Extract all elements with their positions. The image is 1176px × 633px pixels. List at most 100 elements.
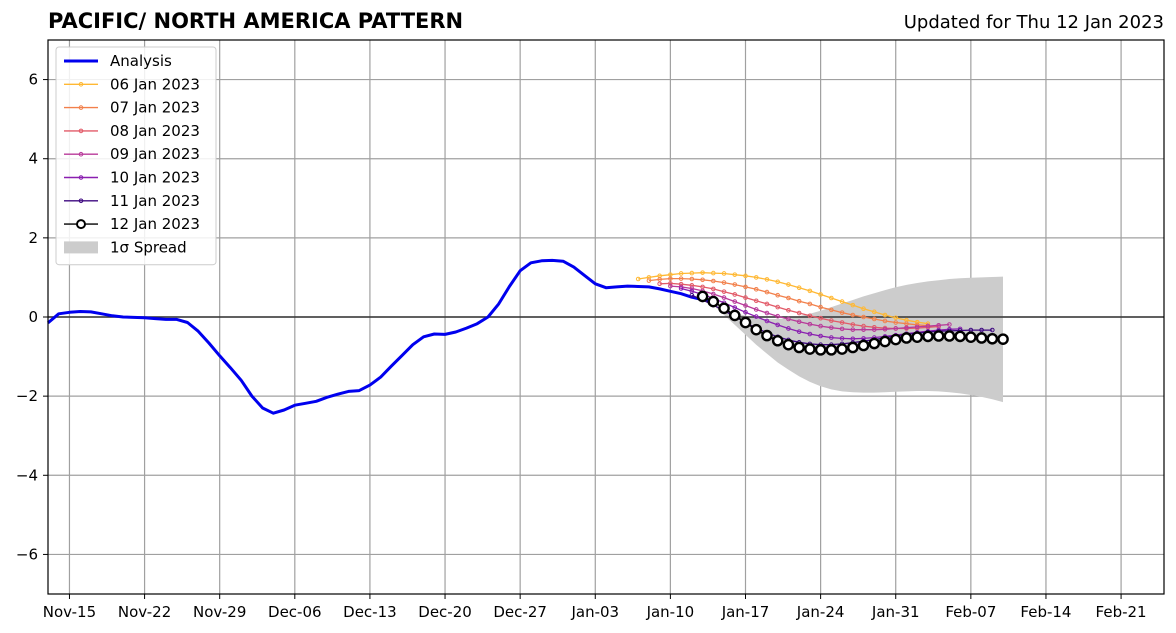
forecast-point (753, 314, 759, 319)
forecast-point (786, 295, 791, 301)
legend-item: 08 Jan 2023 (64, 122, 200, 140)
legend-label: 08 Jan 2023 (110, 122, 200, 140)
legend-marker (78, 175, 84, 180)
forecast-point (796, 298, 802, 304)
legend-item: 06 Jan 2023 (64, 75, 200, 93)
chart-title: PACIFIC/ NORTH AMERICA PATTERN (48, 9, 464, 33)
x-tick-label: Jan-31 (871, 603, 920, 621)
y-tick-label: 2 (28, 229, 38, 247)
forecast-point (750, 323, 763, 336)
legend: Analysis 06 Jan 2023 07 Jan 2023 08 Jan 202… (55, 46, 217, 266)
forecast-point (839, 326, 845, 332)
forecast-point (689, 292, 695, 298)
forecast-point (947, 322, 952, 327)
forecast-point (893, 326, 899, 331)
forecast-point (990, 327, 995, 333)
legend-item: 10 Jan 2023 (64, 169, 200, 187)
forecast-point (850, 312, 856, 318)
forecast-point (761, 329, 773, 342)
forecast-point (871, 309, 877, 315)
forecast-point (922, 330, 934, 343)
forecast-point (979, 327, 984, 333)
forecast-point (807, 331, 813, 337)
y-tick-label: −6 (16, 545, 38, 563)
x-tick-label: Nov-29 (193, 603, 246, 621)
updated-date: Updated for Thu 12 Jan 2023 (903, 12, 1164, 33)
legend-label: Analysis (110, 52, 172, 70)
forecast-point (807, 301, 813, 307)
forecast-point (696, 290, 709, 303)
legend-marker (78, 128, 84, 134)
forecast-point (743, 273, 748, 279)
forecast-point (786, 326, 791, 331)
forecast-point (743, 295, 748, 300)
legend-swatch (64, 241, 98, 254)
forecast-point (804, 343, 816, 355)
forecast-point (839, 299, 845, 304)
forecast-point (732, 272, 738, 277)
forecast-point (904, 325, 909, 330)
x-tick-label: Dec-27 (493, 603, 547, 621)
forecast-point (635, 276, 641, 282)
x-tick-label: Nov-22 (118, 603, 171, 621)
forecast-point (786, 307, 791, 313)
axes: Nov-15 Nov-22 Nov-29 Dec-06 Dec-13 Dec-20 Dec-… (16, 39, 1165, 621)
forecast-point (818, 304, 823, 310)
forecast-point (689, 286, 695, 291)
forecast-point (850, 327, 856, 332)
forecast-point (796, 329, 802, 334)
forecast-point (871, 327, 877, 332)
legend-item: 11 Jan 2023 (64, 192, 200, 210)
forecast-point (753, 298, 759, 304)
legend-label: 10 Jan 2023 (110, 169, 200, 187)
forecast-point (796, 310, 802, 316)
forecast-point (814, 344, 827, 356)
forecast-point (668, 276, 673, 281)
x-tick-label: Dec-13 (343, 603, 397, 621)
forecast-point (850, 302, 856, 308)
forecast-point (700, 270, 705, 275)
y-tick-label: 6 (28, 71, 38, 89)
legend-box (55, 46, 217, 266)
legend-label: 11 Jan 2023 (110, 192, 200, 210)
forecast-point (707, 295, 720, 308)
forecast-series (646, 276, 931, 329)
forecast-point (861, 306, 866, 311)
forecast-point (818, 333, 823, 339)
x-tick-label: Feb-21 (1096, 603, 1147, 621)
forecast-point (721, 289, 727, 294)
forecast-point (771, 334, 784, 347)
forecast-point (997, 333, 1009, 345)
forecast-point (782, 338, 795, 351)
forecast-point (753, 275, 759, 280)
legend-label: 07 Jan 2023 (110, 99, 200, 117)
forecast-point (986, 332, 999, 345)
forecast-point (882, 326, 888, 332)
legend-item: Analysis (64, 52, 172, 70)
forecast-point (829, 318, 834, 323)
legend-label: 1σ Spread (110, 238, 187, 256)
forecast-point (718, 302, 730, 315)
forecast-point (839, 310, 845, 315)
legend-marker (76, 219, 86, 230)
forecast-point (721, 295, 727, 300)
forecast-point (893, 320, 899, 325)
forecast-series (696, 290, 1009, 356)
forecast-point (711, 270, 716, 276)
forecast-point (829, 295, 834, 301)
forecast-point (764, 318, 770, 324)
forecast-point (847, 341, 859, 354)
y-tick-label: 0 (28, 308, 38, 326)
forecast-point (668, 283, 673, 289)
x-tick-label: Feb-07 (945, 603, 996, 621)
forecast-point (764, 310, 770, 316)
forecast-point (678, 286, 684, 291)
legend-item: 09 Jan 2023 (64, 145, 200, 163)
forecast-point (925, 323, 931, 329)
legend-marker (78, 105, 84, 110)
forecast-point (743, 303, 748, 308)
x-tick-label: Jan-03 (570, 603, 619, 621)
forecast-point (793, 341, 805, 354)
forecast-point (932, 330, 945, 342)
x-tick-label: Dec-06 (268, 603, 322, 621)
